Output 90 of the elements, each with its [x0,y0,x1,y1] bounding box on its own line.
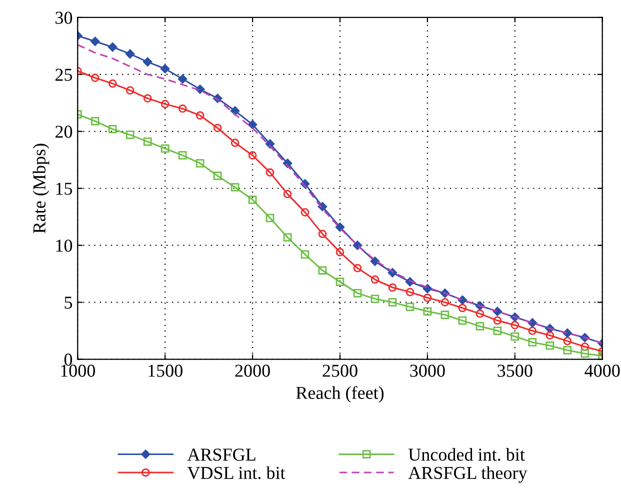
x-axis-title: Reach (feet) [296,386,384,403]
point [352,240,362,250]
point [142,57,152,67]
point [422,284,432,294]
point [248,151,257,160]
point [160,144,170,153]
point [440,298,450,306]
point [125,49,135,59]
point [143,94,152,103]
point [406,288,414,296]
point [266,168,274,177]
point [126,130,134,139]
x-tick-label: 3000 [410,364,445,377]
point [423,307,432,316]
point [283,190,292,198]
x-tick-label: 2000 [235,364,270,377]
y-axis-title: Rate (Mbps) [32,144,50,234]
point [388,283,397,292]
point [458,304,467,312]
point [108,79,117,88]
point [510,320,520,330]
point [248,120,258,130]
point [108,124,117,134]
point [90,36,100,46]
point [178,74,188,84]
y-tick-label: 5 [64,296,72,309]
point [213,124,222,132]
y-tick-label: 25 [56,68,72,81]
point [265,139,275,149]
point [266,214,274,222]
point [335,222,345,232]
y-tick-label: 10 [56,240,72,252]
point [370,256,380,266]
point [318,266,327,275]
point [370,294,380,304]
point [546,341,554,350]
point [546,331,554,340]
x-tick-label: 4000 [584,364,620,377]
point [353,289,362,298]
point [440,310,450,320]
point [528,338,537,346]
point [300,208,310,216]
point [108,42,118,52]
point [318,230,327,238]
point [510,332,520,341]
y-tick-label: 20 [56,126,72,138]
point [563,336,572,346]
point [230,138,240,147]
point [196,159,204,168]
point [528,326,537,335]
point [230,183,240,192]
x-tick-label: 1500 [148,364,182,377]
point [90,74,100,82]
point [248,196,257,204]
point [143,137,152,146]
point [178,151,187,160]
legend-label: ARSFGL [187,448,256,461]
y-tick-label: 0 [64,354,72,366]
point [336,278,344,286]
point [353,264,362,272]
x-tick-label: 2500 [322,364,358,377]
point [563,346,572,354]
point [178,104,187,113]
point [493,316,502,325]
point [160,64,170,74]
y-tick-label: 15 [56,182,72,195]
point [336,248,344,256]
legend-label: VDSL int. bit [187,466,286,480]
point [213,172,222,180]
y-tick-label: 30 [56,12,72,24]
point [476,322,484,330]
point [283,233,292,242]
point [458,316,467,325]
point [388,298,397,306]
legend-label: ARSFGL theory [408,466,528,483]
legend-label: Uncoded int. bit [408,448,525,461]
point [476,310,484,318]
point [160,100,170,108]
point [370,275,380,284]
point [580,342,590,351]
x-tick-label: 3500 [498,364,532,377]
point [300,250,310,259]
point [493,326,502,335]
point [580,349,590,358]
point [126,86,134,95]
point [423,294,432,302]
point [90,116,100,126]
point [406,302,414,312]
x-tick-label: 1000 [61,364,95,377]
point [196,111,204,120]
